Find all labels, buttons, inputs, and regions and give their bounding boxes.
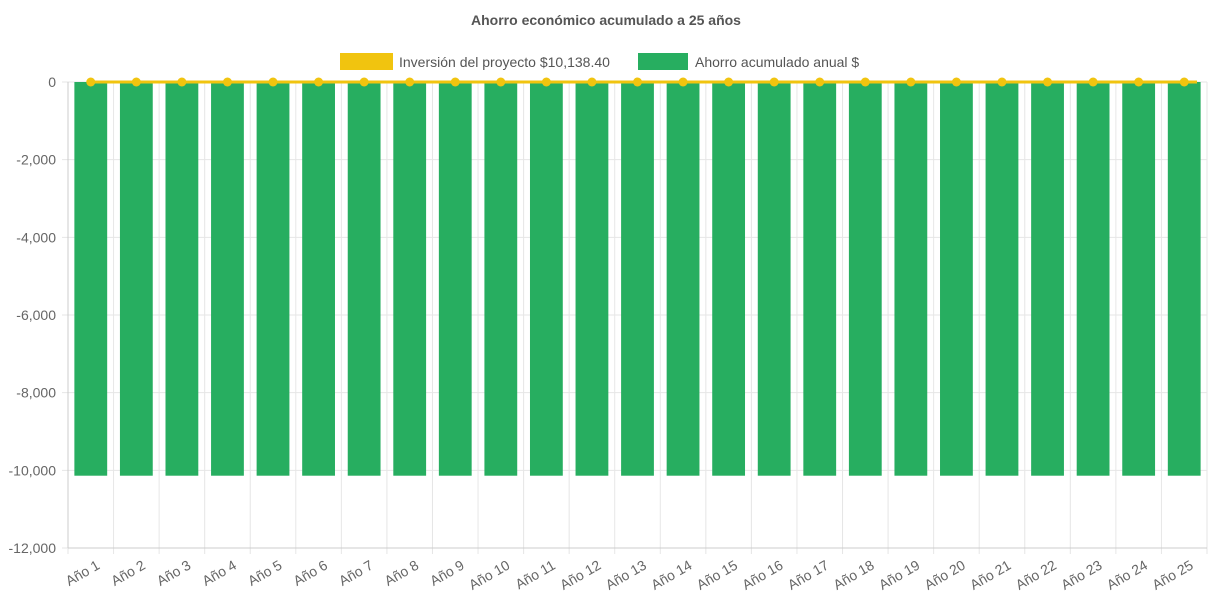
- bar[interactable]: [347, 82, 381, 476]
- bar[interactable]: [484, 82, 518, 476]
- bar[interactable]: [165, 82, 199, 476]
- x-tick-label: Año 12: [557, 557, 604, 593]
- bar[interactable]: [757, 82, 791, 476]
- x-tick-label: Año 17: [785, 557, 832, 593]
- x-tick-label: Año 19: [876, 557, 923, 593]
- x-tick-label: Año 4: [199, 557, 239, 589]
- line-point[interactable]: [906, 77, 916, 87]
- line-point[interactable]: [177, 77, 187, 87]
- legend-swatch-bar: [638, 53, 688, 70]
- legend-label-bar: Ahorro acumulado anual $: [695, 54, 859, 70]
- line-point[interactable]: [359, 77, 369, 87]
- y-tick-label: 0: [48, 74, 56, 90]
- bar[interactable]: [256, 82, 290, 476]
- bar[interactable]: [803, 82, 837, 476]
- legend-swatch-line: [340, 53, 393, 70]
- line-point[interactable]: [131, 77, 141, 87]
- x-tick-label: Año 8: [382, 557, 422, 589]
- bars: [74, 82, 1201, 476]
- line-point[interactable]: [587, 77, 597, 87]
- line-point[interactable]: [815, 77, 825, 87]
- bar[interactable]: [575, 82, 609, 476]
- x-tick-label: Año 18: [830, 557, 877, 593]
- bar[interactable]: [666, 82, 700, 476]
- x-tick-label: Año 10: [466, 557, 513, 593]
- x-tick-label: Año 6: [290, 557, 330, 589]
- x-tick-label: Año 15: [694, 557, 741, 593]
- x-tick-label: Año 14: [648, 557, 695, 593]
- bar[interactable]: [1076, 82, 1110, 476]
- line-point[interactable]: [1134, 77, 1144, 87]
- legend-item-line[interactable]: Inversión del proyecto $10,138.40: [340, 53, 610, 70]
- bar[interactable]: [393, 82, 427, 476]
- bar[interactable]: [894, 82, 928, 476]
- bar[interactable]: [712, 82, 746, 476]
- x-tick-label: Año 22: [1013, 557, 1060, 593]
- y-tick-label: -8,000: [16, 385, 56, 401]
- x-tick-label: Año 9: [427, 557, 467, 589]
- line-series: [86, 77, 1197, 87]
- line-point[interactable]: [769, 77, 779, 87]
- line-point[interactable]: [951, 77, 961, 87]
- bar[interactable]: [985, 82, 1019, 476]
- x-tick-label: Año 7: [336, 557, 376, 589]
- bar[interactable]: [74, 82, 108, 476]
- bar[interactable]: [438, 82, 472, 476]
- x-tick-label: Año 23: [1058, 557, 1105, 593]
- bar[interactable]: [940, 82, 973, 476]
- line-point[interactable]: [860, 77, 870, 87]
- chart-title: Ahorro económico acumulado a 25 años: [471, 12, 741, 28]
- line-point[interactable]: [724, 77, 734, 87]
- legend: Inversión del proyecto $10,138.40 Ahorro…: [340, 53, 859, 70]
- bar[interactable]: [1122, 82, 1156, 476]
- y-tick-label: -2,000: [16, 152, 56, 168]
- bar[interactable]: [119, 82, 153, 476]
- bar[interactable]: [211, 82, 244, 476]
- line-point[interactable]: [1043, 77, 1053, 87]
- y-tick-label: -4,000: [16, 229, 56, 245]
- line-point[interactable]: [268, 77, 278, 87]
- legend-label-line: Inversión del proyecto $10,138.40: [399, 54, 610, 70]
- line-point[interactable]: [450, 77, 460, 87]
- line-point[interactable]: [541, 77, 551, 87]
- line-point[interactable]: [633, 77, 642, 87]
- y-tick-label: -6,000: [16, 307, 56, 323]
- x-tick-label: Año 16: [739, 557, 786, 593]
- line-point[interactable]: [997, 77, 1007, 87]
- y-tick-label: -10,000: [9, 462, 57, 478]
- line-point[interactable]: [496, 77, 506, 87]
- x-tick-label: Año 21: [967, 557, 1014, 593]
- y-tick-label: -12,000: [9, 540, 57, 556]
- bar[interactable]: [529, 82, 563, 476]
- x-tick-label: Año 25: [1149, 557, 1196, 593]
- line-point[interactable]: [1179, 77, 1189, 87]
- grid: [62, 81, 1208, 554]
- x-tick-label: Año 5: [245, 557, 285, 589]
- legend-item-bar[interactable]: Ahorro acumulado anual $: [638, 53, 859, 70]
- bar[interactable]: [302, 82, 335, 476]
- bar[interactable]: [621, 82, 654, 476]
- x-tick-label: Año 2: [108, 557, 148, 589]
- line-point[interactable]: [222, 77, 232, 87]
- line-point[interactable]: [678, 77, 688, 87]
- bar[interactable]: [848, 82, 882, 476]
- bar[interactable]: [1031, 82, 1064, 476]
- bar[interactable]: [1167, 82, 1201, 476]
- x-tick-label: Año 1: [63, 557, 103, 589]
- line-point[interactable]: [405, 77, 415, 87]
- x-tick-label: Año 11: [512, 557, 558, 593]
- x-tick-label: Año 24: [1104, 557, 1151, 593]
- line-point[interactable]: [1088, 77, 1098, 87]
- line-point[interactable]: [314, 77, 324, 87]
- x-tick-label: Año 20: [921, 557, 968, 593]
- line-point[interactable]: [86, 77, 96, 87]
- x-tick-label: Año 13: [603, 557, 650, 593]
- x-axis-ticks: Año 1 Año 2 Año 3 Año 4 Año 5 Año 6 Año 7 Año 8…: [63, 557, 1196, 593]
- x-tick-label: Año 3: [154, 557, 194, 589]
- y-axis-ticks: 0 -2,000 -4,000 -6,000 -8,000 -10,000 -12,000: [9, 74, 57, 556]
